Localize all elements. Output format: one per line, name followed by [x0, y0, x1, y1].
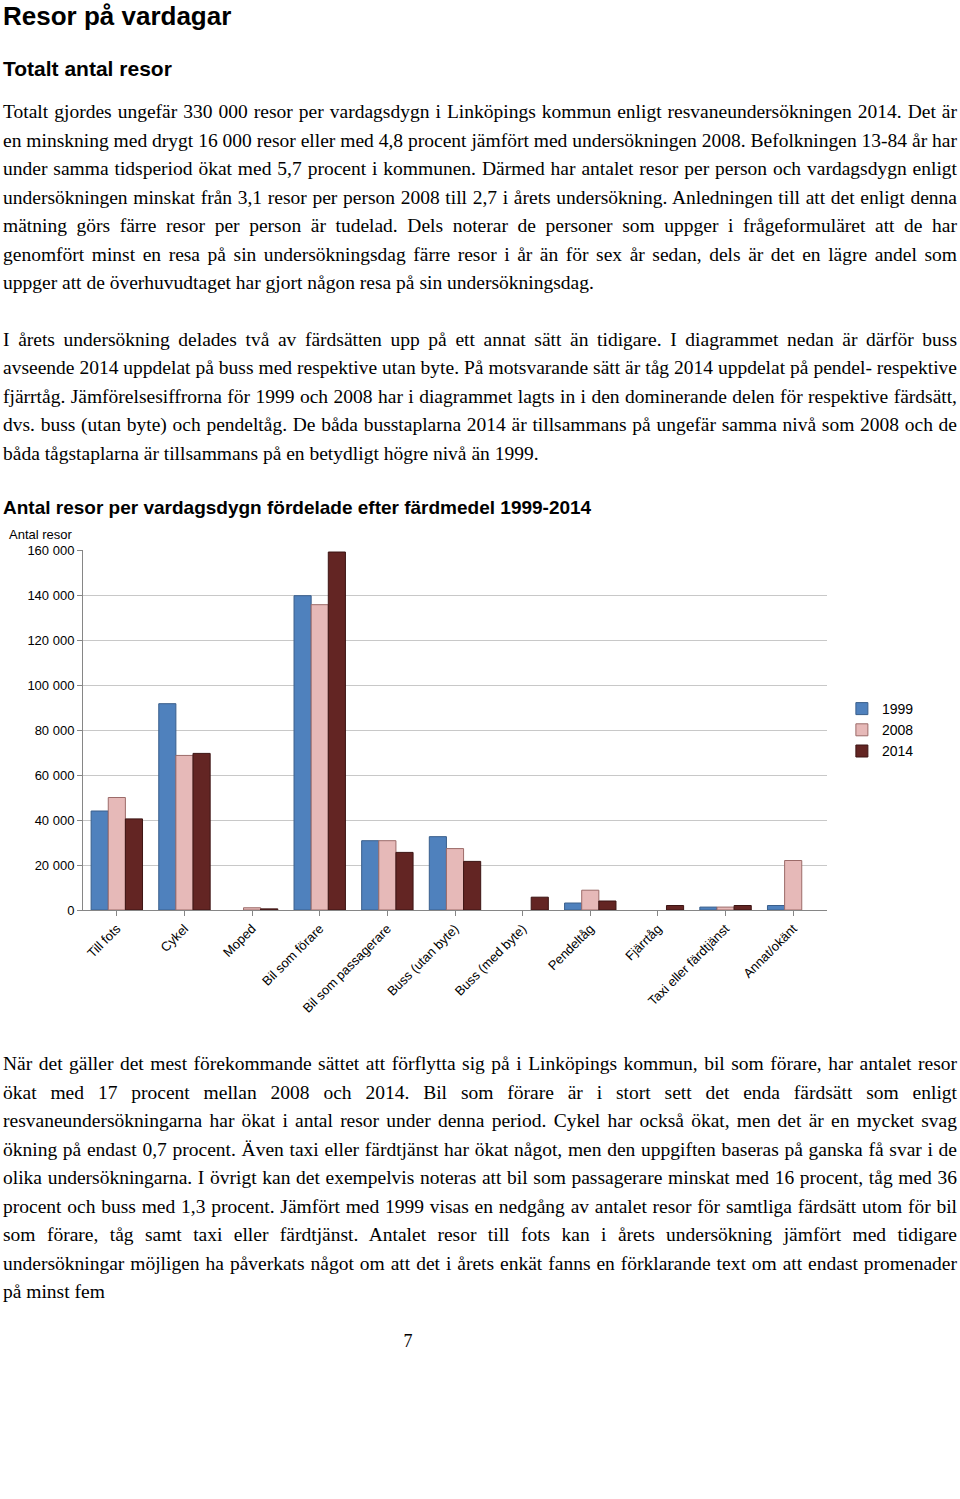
svg-text:Antal resor: Antal resor — [9, 527, 73, 542]
svg-text:140 000: 140 000 — [27, 588, 74, 603]
html-text:I årets undersökning delades t: I årets undersökning delades två av färd… — [3, 328, 957, 464]
svg-text:120 000: 120 000 — [27, 633, 74, 648]
svg-text:2014: 2014 — [882, 743, 913, 759]
svg-text:80 000: 80 000 — [35, 723, 75, 738]
html-text:Totalt gjordes ungefär 330 000: Totalt gjordes ungefär 330 000 resor per… — [3, 101, 957, 293]
html-text:Totalt antal resor: Totalt antal resor — [3, 57, 172, 80]
svg-text:2008: 2008 — [882, 722, 913, 738]
svg-text:20 000: 20 000 — [35, 858, 75, 873]
svg-text:0: 0 — [67, 903, 74, 918]
svg-text:Moped: Moped — [220, 921, 259, 960]
svg-text:40 000: 40 000 — [35, 813, 75, 828]
svg-text:1999: 1999 — [882, 701, 913, 717]
svg-text:Bil som passagerare: Bil som passagerare — [300, 921, 394, 1015]
svg-text:Till fots: Till fots — [84, 921, 124, 961]
svg-text:Buss (med byte): Buss (med byte) — [452, 921, 530, 999]
svg-text:Annat/okänt: Annat/okänt — [740, 921, 800, 981]
svg-text:Bil som förare: Bil som förare — [259, 921, 326, 988]
svg-text:Fjärrtåg: Fjärrtåg — [622, 921, 664, 963]
html-text:Antal resor per vardagsdygn fö: Antal resor per vardagsdygn fördelade ef… — [3, 497, 592, 518]
svg-text:Buss (utan byte): Buss (utan byte) — [384, 921, 462, 999]
html-text:Resor på vardagar: Resor på vardagar — [3, 1, 232, 31]
html-text:När det gäller det mest föreko: När det gäller det mest förekommande sät… — [3, 1053, 957, 1302]
html-text:7: 7 — [403, 1330, 413, 1351]
svg-text:60 000: 60 000 — [35, 768, 75, 783]
svg-text:160 000: 160 000 — [27, 543, 74, 558]
svg-text:Pendeltåg: Pendeltåg — [545, 921, 597, 973]
svg-text:Taxi eller färdtjänst: Taxi eller färdtjänst — [645, 921, 733, 1009]
svg-text:Cykel: Cykel — [158, 921, 192, 955]
svg-text:100 000: 100 000 — [27, 678, 74, 693]
